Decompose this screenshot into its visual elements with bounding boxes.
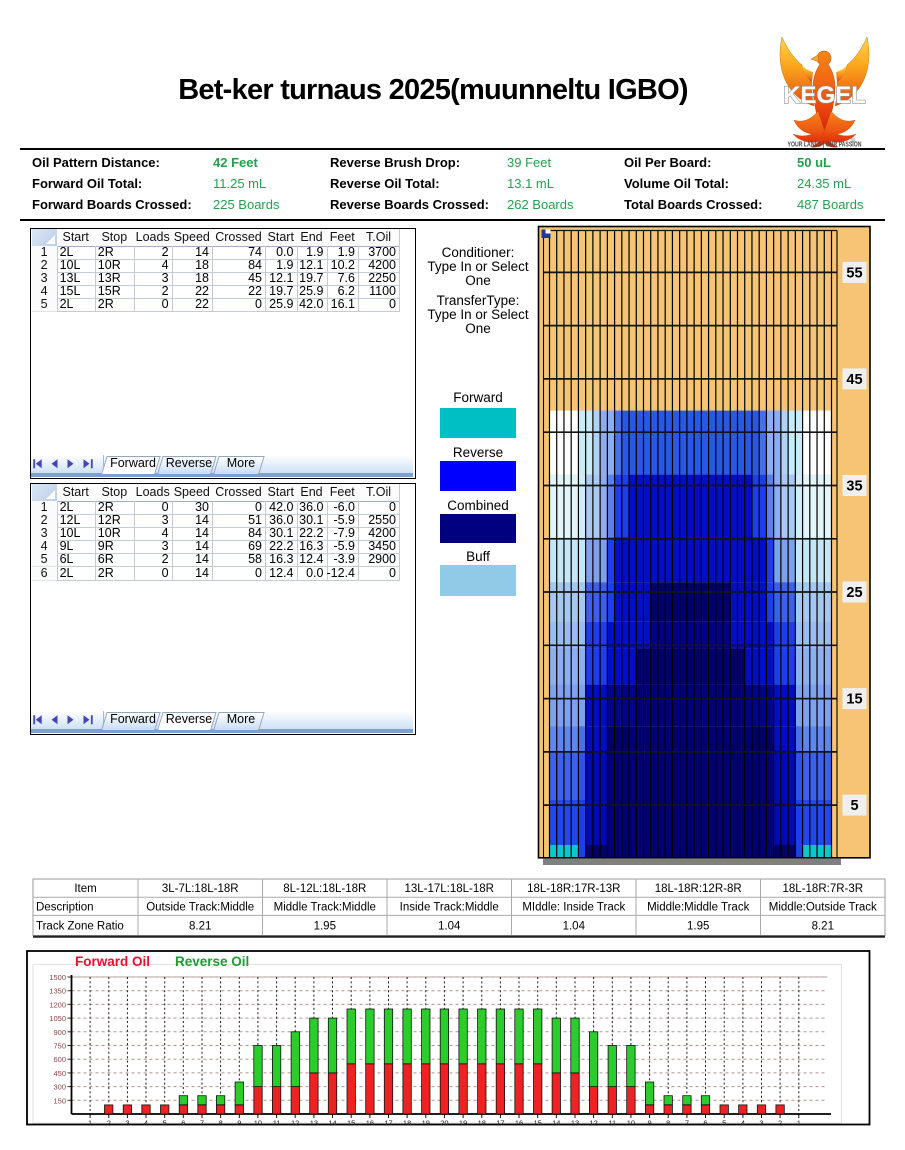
svg-text:1: 1 [797, 1119, 801, 1128]
svg-text:18L-18R:12R-8R: 18L-18R:12R-8R [655, 883, 742, 895]
svg-text:3: 3 [759, 1119, 763, 1128]
svg-text:7: 7 [685, 1119, 689, 1128]
svg-text:16: 16 [515, 1119, 523, 1128]
svg-text:17: 17 [496, 1119, 504, 1128]
svg-text:6: 6 [703, 1119, 707, 1128]
svg-text:9: 9 [237, 1119, 241, 1128]
svg-text:8: 8 [666, 1119, 670, 1128]
svg-text:13L-17L:18L-18R: 13L-17L:18L-18R [404, 883, 494, 895]
svg-text:1.04: 1.04 [563, 921, 586, 933]
svg-text:5: 5 [163, 1119, 167, 1128]
svg-text:600: 600 [53, 1055, 66, 1064]
svg-text:Reverse Oil: Reverse Oil [175, 954, 249, 969]
svg-text:900: 900 [53, 1028, 66, 1037]
svg-text:10: 10 [254, 1119, 262, 1128]
svg-text:4: 4 [144, 1119, 148, 1128]
svg-text:Middle Track:Middle: Middle Track:Middle [274, 901, 376, 913]
svg-text:20: 20 [440, 1119, 448, 1128]
svg-text:11: 11 [608, 1119, 616, 1128]
svg-text:17: 17 [384, 1119, 392, 1128]
svg-text:5: 5 [850, 798, 858, 814]
svg-text:9: 9 [648, 1119, 652, 1128]
svg-text:1500: 1500 [49, 973, 66, 982]
svg-text:1200: 1200 [49, 1000, 66, 1009]
svg-text:1050: 1050 [49, 1014, 66, 1023]
svg-text:18: 18 [478, 1119, 486, 1128]
svg-text:14: 14 [552, 1119, 560, 1128]
svg-text:8L-12L:18L-18R: 8L-12L:18L-18R [283, 883, 366, 895]
svg-text:12: 12 [589, 1119, 597, 1128]
svg-text:KEGEL: KEGEL [783, 82, 866, 109]
svg-text:5: 5 [722, 1119, 726, 1128]
svg-text:18: 18 [403, 1119, 411, 1128]
svg-text:Inside Track:Middle: Inside Track:Middle [400, 901, 499, 913]
svg-text:Outside Track:Middle: Outside Track:Middle [146, 901, 254, 913]
svg-text:16: 16 [366, 1119, 374, 1128]
svg-text:Track Zone Ratio: Track Zone Ratio [36, 921, 124, 933]
svg-text:Middle:Outside Track: Middle:Outside Track [769, 901, 877, 913]
svg-text:15: 15 [846, 692, 862, 708]
svg-text:YOUR LANES | OUR PASSION: YOUR LANES | OUR PASSION [788, 140, 862, 149]
svg-text:13: 13 [571, 1119, 579, 1128]
svg-text:2: 2 [778, 1119, 782, 1128]
svg-text:55: 55 [846, 265, 862, 281]
svg-text:300: 300 [53, 1083, 66, 1092]
svg-text:Description: Description [36, 901, 94, 913]
svg-text:1.95: 1.95 [687, 921, 709, 933]
svg-text:8: 8 [219, 1119, 223, 1128]
svg-text:4: 4 [741, 1119, 745, 1128]
svg-text:Forward Oil: Forward Oil [75, 954, 150, 969]
svg-text:450: 450 [53, 1069, 66, 1078]
svg-text:18L-18R:7R-3R: 18L-18R:7R-3R [783, 883, 864, 895]
svg-text:7: 7 [200, 1119, 204, 1128]
svg-text:1.95: 1.95 [314, 921, 336, 933]
svg-text:3: 3 [125, 1119, 129, 1128]
svg-text:Item: Item [74, 883, 96, 895]
svg-text:18L-18R:17R-13R: 18L-18R:17R-13R [527, 883, 620, 895]
svg-text:8.21: 8.21 [189, 921, 211, 933]
svg-text:15: 15 [347, 1119, 355, 1128]
svg-text:MIddle: Inside Track: MIddle: Inside Track [522, 901, 625, 913]
svg-text:13: 13 [310, 1119, 318, 1128]
svg-text:1: 1 [88, 1119, 92, 1128]
svg-text:11: 11 [273, 1119, 281, 1128]
svg-text:19: 19 [422, 1119, 430, 1128]
svg-text:2: 2 [107, 1119, 111, 1128]
svg-text:14: 14 [328, 1119, 336, 1128]
svg-text:150: 150 [53, 1096, 66, 1105]
svg-text:45: 45 [846, 372, 862, 388]
svg-text:25: 25 [846, 585, 862, 601]
svg-text:6: 6 [181, 1119, 185, 1128]
svg-text:12: 12 [291, 1119, 299, 1128]
svg-text:3L-7L:18L-18R: 3L-7L:18L-18R [162, 883, 239, 895]
svg-text:15: 15 [534, 1119, 542, 1128]
svg-text:10: 10 [627, 1119, 635, 1128]
svg-text:Middle:Middle Track: Middle:Middle Track [647, 901, 750, 913]
svg-text:R: R [852, 139, 855, 143]
svg-text:1350: 1350 [49, 987, 66, 996]
svg-text:19: 19 [459, 1119, 467, 1128]
svg-text:8.21: 8.21 [812, 921, 834, 933]
svg-text:750: 750 [53, 1042, 66, 1051]
svg-text:1.04: 1.04 [438, 921, 461, 933]
svg-text:35: 35 [846, 479, 862, 495]
